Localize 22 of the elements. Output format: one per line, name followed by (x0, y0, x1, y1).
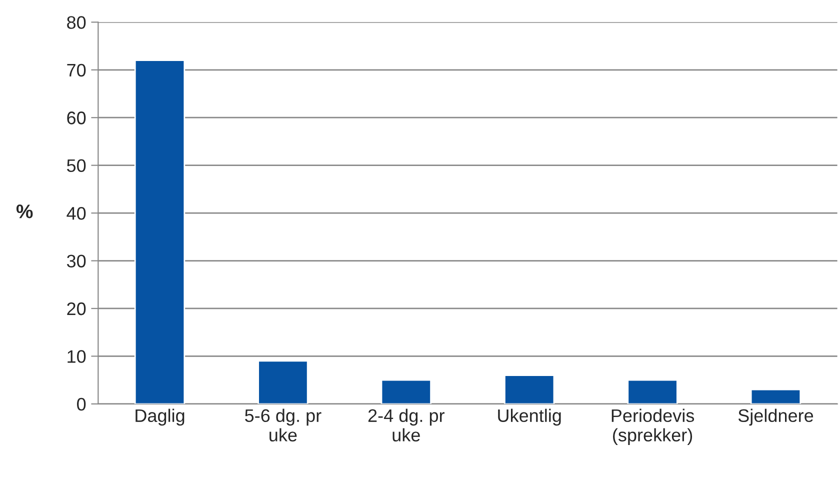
bar (134, 60, 186, 404)
y-tick-label: 10 (68, 350, 86, 363)
x-tick-label: 5-6 dg. pr uke (245, 408, 322, 442)
y-tick-label: 30 (66, 254, 86, 268)
x-tick-label: Periodevis (sprekker) (612, 408, 694, 446)
y-tick-label: 50 (67, 159, 86, 172)
x-tick-label: Sjeldnere (738, 408, 814, 426)
y-axis-title: % (16, 204, 33, 218)
y-tick-label: 20 (67, 302, 86, 316)
x-tick-label: 2-4 dg. pr uke (368, 408, 444, 442)
bar (504, 374, 555, 404)
bar (258, 360, 308, 404)
bar (627, 379, 678, 404)
bar (380, 379, 432, 404)
y-tick-label: 80 (67, 16, 86, 29)
x-tick-label: Ukentlig (498, 408, 561, 426)
y-tick-label: 0 (77, 398, 86, 411)
x-tick-label: Daglig (136, 408, 184, 426)
y-tick-label: 60 (67, 112, 86, 124)
bar (750, 388, 802, 404)
y-tick-label: 40 (66, 206, 86, 220)
y-tick-label: 70 (67, 64, 86, 77)
